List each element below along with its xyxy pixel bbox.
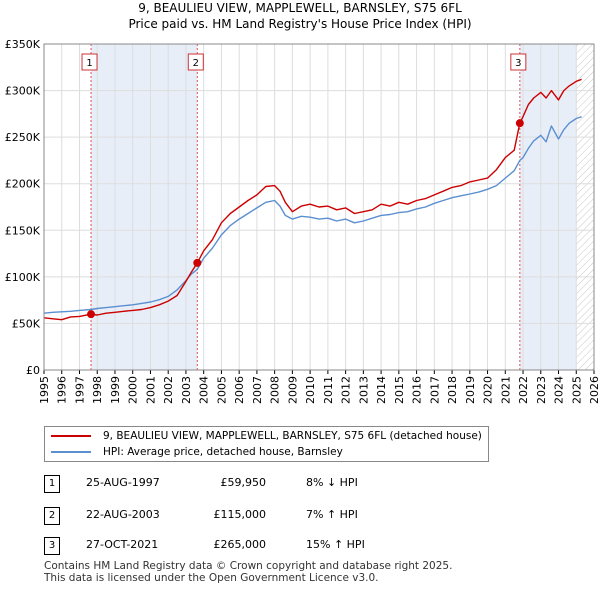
- x-tick-label: 2024: [553, 376, 566, 404]
- transaction-price: £59,950: [220, 476, 267, 489]
- x-tick-label: 2023: [535, 376, 548, 404]
- x-tick-label: 2013: [357, 376, 370, 404]
- sale-number-label: 3: [515, 58, 521, 69]
- x-tick-label: 2004: [198, 376, 211, 404]
- title-line-2: Price paid vs. HM Land Registry's House …: [128, 17, 472, 31]
- x-tick-label: 2018: [446, 376, 459, 404]
- x-tick-label: 1999: [109, 376, 122, 404]
- footer: Contains HM Land Registry data © Crown c…: [44, 560, 452, 584]
- x-tick-label: 2020: [482, 376, 495, 404]
- transaction-date: 25-AUG-1997: [86, 476, 160, 489]
- x-tick-label: 2008: [269, 376, 282, 404]
- x-tick-label: 2017: [428, 376, 441, 404]
- sale-number-box: [510, 53, 527, 71]
- x-tick-label: 2012: [340, 376, 353, 404]
- footer-licence: This data is licensed under the Open Gov…: [44, 572, 379, 584]
- sale-number-box: [187, 53, 204, 71]
- x-tick-label: 2007: [251, 376, 264, 404]
- transaction-number: 3: [44, 537, 60, 555]
- sale-number-box: [81, 53, 98, 71]
- y-tick-label: £350K: [5, 38, 41, 51]
- x-tick-label: 2002: [162, 376, 175, 404]
- x-tick-label: 1995: [38, 376, 51, 404]
- x-tick-label: 1996: [56, 376, 69, 404]
- y-tick-label: £50K: [12, 317, 41, 330]
- y-tick-label: £200K: [5, 178, 41, 191]
- footer-copyright: Contains HM Land Registry data © Crown c…: [44, 560, 453, 572]
- ownership-shade: [91, 44, 198, 370]
- price-chart: £0 £50K £100K £150K £200K £250K £300K £350K 1995…: [5, 38, 600, 404]
- sale-point: [193, 258, 202, 267]
- transaction-price: £115,000: [213, 508, 267, 521]
- x-tick-label: 2019: [464, 376, 477, 404]
- forecast-hatch: [576, 44, 594, 370]
- transaction-hpi-diff: 7% ↑ HPI: [306, 508, 358, 521]
- ownership-shade: [519, 44, 577, 370]
- transaction-price: £265,000: [213, 538, 267, 551]
- y-tick-label: £100K: [5, 271, 41, 284]
- x-tick-label: 2006: [233, 376, 246, 404]
- x-tick-label: 1998: [91, 376, 104, 404]
- transaction-date: 27-OCT-2021: [86, 538, 159, 551]
- legend-swatch-property: [51, 435, 91, 437]
- y-tick-label: £0: [26, 364, 40, 377]
- x-tick-label: 2009: [286, 376, 299, 404]
- y-tick-label: £300K: [5, 85, 41, 98]
- transaction-number: 1: [44, 475, 60, 493]
- x-tick-label: 2003: [180, 376, 193, 404]
- x-tick-label: 2016: [411, 376, 424, 404]
- plot-frame: [43, 43, 595, 371]
- sale-point: [87, 310, 96, 319]
- property-price-line: [43, 78, 582, 321]
- x-tick-label: 2011: [322, 376, 335, 404]
- sale-number-label: 1: [86, 58, 92, 69]
- x-tick-label: 2015: [393, 376, 406, 404]
- title-line-1: 9, BEAULIEU VIEW, MAPPLEWELL, BARNSLEY, …: [138, 1, 462, 15]
- x-tick-label: 2022: [517, 376, 530, 404]
- x-tick-label: 1997: [73, 376, 86, 404]
- transaction-number: 2: [44, 507, 60, 525]
- x-tick-label: 2010: [304, 376, 317, 404]
- transaction-hpi-diff: 15% ↑ HPI: [306, 538, 365, 551]
- chart-title: 9, BEAULIEU VIEW, MAPPLEWELL, BARNSLEY, …: [0, 0, 600, 32]
- y-tick-label: £150K: [5, 224, 41, 237]
- x-tick-label: 2021: [499, 376, 512, 404]
- x-tick-label: 2026: [588, 376, 600, 404]
- legend: 9, BEAULIEU VIEW, MAPPLEWELL, BARNSLEY, …: [44, 426, 489, 462]
- legend-swatch-hpi: [51, 451, 91, 453]
- y-tick-label: £250K: [5, 131, 41, 144]
- x-tick-label: 2000: [127, 376, 140, 404]
- x-tick-label: 2005: [215, 376, 228, 404]
- hpi-line: [43, 116, 582, 314]
- legend-item-hpi: HPI: Average price, detached house, Barn…: [51, 444, 343, 460]
- legend-label-hpi: HPI: Average price, detached house, Barn…: [103, 446, 343, 458]
- sale-number-label: 2: [193, 58, 199, 69]
- x-tick-label: 2001: [144, 376, 157, 404]
- x-tick-label: 2014: [375, 376, 388, 404]
- legend-label-property: 9, BEAULIEU VIEW, MAPPLEWELL, BARNSLEY, …: [103, 430, 482, 442]
- legend-item-property: 9, BEAULIEU VIEW, MAPPLEWELL, BARNSLEY, …: [51, 428, 482, 444]
- transaction-hpi-diff: 8% ↓ HPI: [306, 476, 358, 489]
- x-tick-label: 2025: [570, 376, 583, 404]
- sale-point: [515, 119, 524, 128]
- transaction-date: 22-AUG-2003: [86, 508, 160, 521]
